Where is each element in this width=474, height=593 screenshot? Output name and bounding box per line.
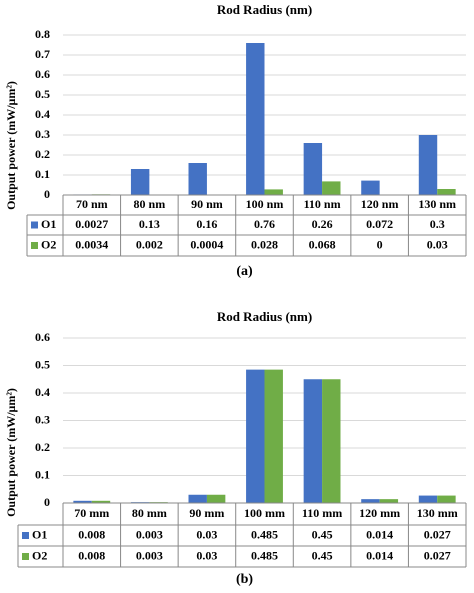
table-cell: 0.072 <box>366 217 393 231</box>
table-cell: 0.027 <box>424 527 451 541</box>
table-cell: 0.76 <box>254 217 275 231</box>
table-cell: 0.003 <box>136 548 163 562</box>
bar <box>303 379 323 503</box>
x-tick-label: 80 nm <box>134 197 166 211</box>
x-tick-label: 100 mm <box>244 506 285 520</box>
bar <box>437 495 456 503</box>
bar <box>91 500 111 503</box>
y-tick-label: 0.7 <box>35 47 50 61</box>
y-tick-label: 0.5 <box>35 87 50 101</box>
legend-label: O2 <box>41 237 56 251</box>
x-tick-label: 110 mm <box>302 506 342 520</box>
table-cell: 0.008 <box>78 548 105 562</box>
x-tick-label: 70 mm <box>74 506 109 520</box>
legend-swatch <box>22 532 29 539</box>
y-tick-label: 0.8 <box>35 27 50 41</box>
y-tick-label: 0.3 <box>35 127 50 141</box>
bar <box>264 189 283 195</box>
x-tick-label: 130 nm <box>418 197 456 211</box>
y-axis-label: Output power (mW/μm²) <box>4 81 18 210</box>
table-cell: 0.014 <box>366 527 393 541</box>
legend-label: O1 <box>41 217 56 231</box>
caption: (b) <box>236 572 253 587</box>
x-tick-label: 120 nm <box>361 197 399 211</box>
y-tick-label: 0 <box>44 187 50 201</box>
caption: (a) <box>236 264 253 279</box>
bar <box>322 181 341 195</box>
legend-swatch <box>22 553 29 560</box>
table-cell: 0.485 <box>251 527 278 541</box>
table-cell: 0.45 <box>312 548 333 562</box>
x-tick-label: 110 nm <box>304 197 341 211</box>
legend-label: O2 <box>32 548 47 562</box>
table-cell: 0.0027 <box>75 217 108 231</box>
x-tick-label: 70 nm <box>76 197 108 211</box>
bar <box>437 189 456 195</box>
table-cell: 0.485 <box>251 548 278 562</box>
y-tick-label: 0.4 <box>35 385 50 399</box>
legend-swatch <box>31 242 38 249</box>
bar <box>418 495 438 503</box>
table-cell: 0.45 <box>312 527 333 541</box>
table-cell: 0.008 <box>78 527 105 541</box>
bar <box>130 169 150 195</box>
table-cell: 0.26 <box>312 217 333 231</box>
bar <box>246 369 265 503</box>
bar <box>188 163 207 195</box>
x-tick-label: 120 mm <box>359 506 400 520</box>
table-cell: 0.014 <box>366 548 393 562</box>
table-cell: 0.003 <box>136 527 163 541</box>
legend-label: O1 <box>32 527 47 541</box>
y-tick-label: 0.1 <box>35 167 50 181</box>
y-axis-label: Output power (mW/μm²) <box>4 388 18 517</box>
bar <box>264 369 283 503</box>
table-cell: 0.0034 <box>75 237 108 251</box>
table-cell: 0.068 <box>309 237 336 251</box>
bar <box>361 180 380 195</box>
x-tick-label: 130 mm <box>417 506 458 520</box>
y-tick-label: 0 <box>44 495 50 509</box>
x-tick-label: 80 mm <box>132 506 167 520</box>
x-tick-label: 90 mm <box>189 506 224 520</box>
y-tick-label: 0.5 <box>35 357 50 371</box>
bar <box>379 499 399 503</box>
table-cell: 0.16 <box>196 217 217 231</box>
bar <box>322 379 341 503</box>
y-tick-label: 0.3 <box>35 412 50 426</box>
table-cell: 0.03 <box>196 548 217 562</box>
bar <box>418 135 438 195</box>
x-tick-label: 100 nm <box>246 197 284 211</box>
table-cell: 0.0004 <box>190 237 223 251</box>
table-cell: 0.028 <box>251 237 278 251</box>
bar <box>303 143 323 195</box>
y-tick-label: 0.6 <box>35 67 50 81</box>
bar <box>206 494 226 503</box>
bar <box>361 499 380 503</box>
table-cell: 0 <box>377 237 383 251</box>
x-tick-label: 90 nm <box>191 197 223 211</box>
table-cell: 0.002 <box>136 237 163 251</box>
table-cell: 0.03 <box>427 237 448 251</box>
y-tick-label: 0.1 <box>35 467 50 481</box>
bar <box>73 500 92 503</box>
table-cell: 0.027 <box>424 548 451 562</box>
legend-swatch <box>31 221 38 229</box>
table-cell: 0.3 <box>430 217 445 231</box>
y-tick-label: 0.2 <box>35 147 50 161</box>
bar <box>188 494 207 503</box>
bar <box>246 43 265 195</box>
table-cell: 0.13 <box>139 217 160 231</box>
y-tick-label: 0.4 <box>35 107 50 121</box>
chart-title: Rod Radius (nm) <box>217 309 312 324</box>
chart-title: Rod Radius (nm) <box>217 2 312 17</box>
y-tick-label: 0.6 <box>35 330 50 344</box>
y-tick-label: 0.2 <box>35 440 50 454</box>
table-cell: 0.03 <box>196 527 217 541</box>
